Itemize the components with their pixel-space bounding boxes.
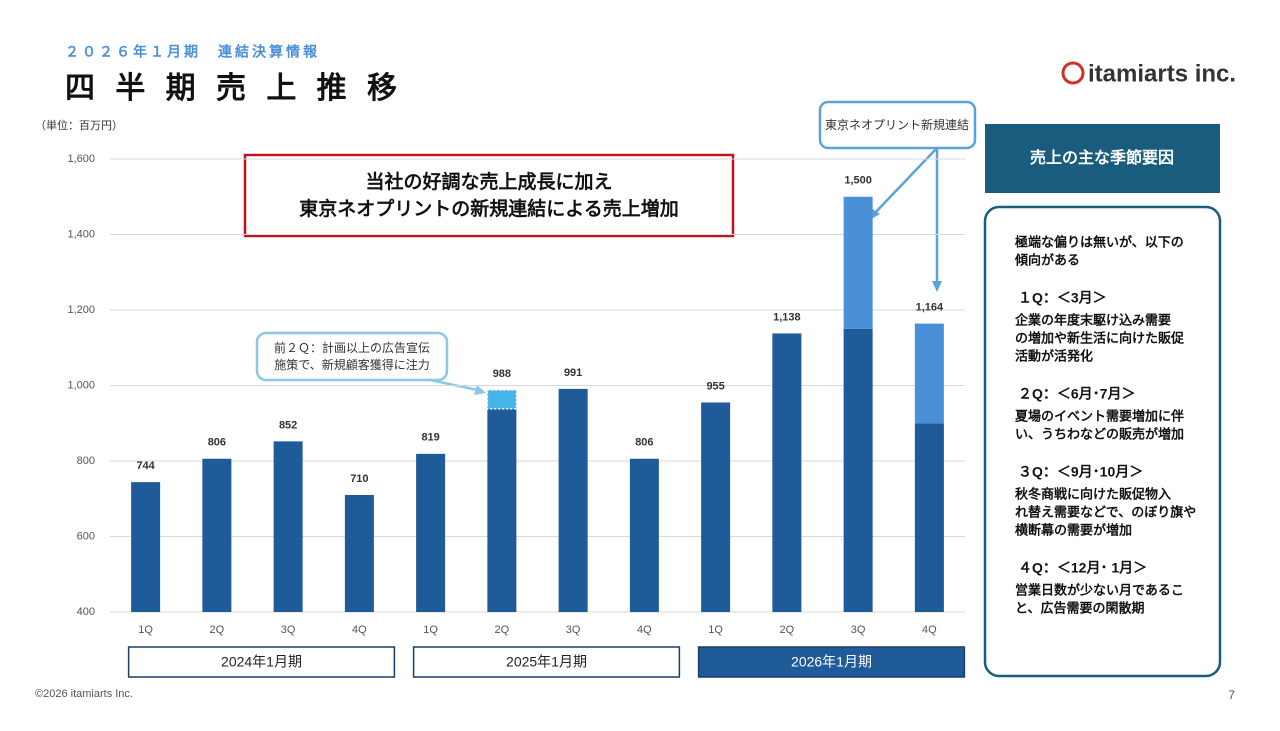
panel-heading-box [985,124,1220,193]
season-title: ４Q：＜12月･ 1月＞ [1018,560,1147,576]
period-box [412,646,681,678]
season-text: 夏場のイベント需要増加に伴 [1014,408,1184,423]
x-tick-label: 2Q [210,624,225,636]
y-tick-label: 1,600 [67,153,95,165]
callout: 前２Ｑ：計画以上の広告宣伝 [274,340,430,355]
callout: 施策で、新規顧客獲得に注力 [274,357,430,372]
y-tick-label: 600 [77,530,95,542]
total-label: 991 [564,367,582,379]
total-label: 988 [493,368,511,380]
period-label: 2024年1月期 [221,654,302,670]
season-text: 活動が活発化 [1015,348,1093,363]
total-label: 955 [706,380,724,392]
subtitle: ２０２６年１月期 連結決算情報 [65,44,320,60]
bar-segment [487,408,517,612]
arrow-head [474,385,486,395]
season-text: と、広告需要の閑散期 [1015,600,1144,615]
callout: 東京ネオプリント新規連結 [825,117,969,132]
title: 四 半 期 売 上 推 移 [65,72,403,105]
period-box [127,646,396,678]
page-number: 7 [1228,688,1235,702]
season-title: １Q：＜3月＞ [1018,290,1107,306]
copyright: ©2026 itamiarts Inc. [35,688,133,700]
y-tick-label: 1,000 [67,379,95,391]
x-tick-label: 1Q [423,624,438,636]
bar-segment [273,441,303,612]
x-tick-label: 2Q [495,624,510,636]
x-tick-label: 4Q [922,624,937,636]
bar-segment [629,458,659,612]
x-tick-label: 3Q [281,624,296,636]
headline: 当社の好調な売上成長に加え [365,170,612,193]
total-label: 1,138 [773,311,801,323]
x-tick-label: 1Q [138,624,153,636]
x-tick-label: 3Q [566,624,581,636]
total-label: 1,500 [844,175,872,187]
panel-box [983,205,1222,678]
bar-segment [344,494,374,612]
y-tick-label: 1,200 [67,304,95,316]
bar-segment [486,389,518,410]
total-label: 852 [279,419,297,431]
bar-segment [416,453,446,612]
bar-segment [131,482,161,612]
total-label: 710 [350,473,368,485]
x-tick-label: 2Q [780,624,795,636]
logo-icon [1061,61,1085,85]
total-label: 806 [635,437,653,449]
bar-segment [843,328,873,612]
bar-segment [914,423,944,612]
total-label: 819 [421,432,439,444]
callout-box [818,100,977,150]
headline: 東京ネオプリントの新規連結による売上増加 [299,197,678,220]
season-text: 極端な偏りは無いが、以下の [1014,234,1184,249]
x-tick-label: 4Q [352,624,367,636]
season-text: 傾向がある [1014,252,1080,267]
arrow-head [932,281,942,292]
bar-segment [772,333,802,612]
bar-segment [914,323,944,424]
y-tick-label: 1,400 [67,228,95,240]
period-label: 2026年1月期 [791,654,872,670]
total-label: 806 [208,437,226,449]
arrow [871,147,938,217]
total-label: 1,164 [916,301,944,313]
logo: itamiarts inc. [1088,60,1236,87]
bar-segment [701,402,731,612]
x-tick-label: 3Q [851,624,866,636]
headline-box [243,153,735,238]
period-box [697,646,966,678]
season-text: 秋冬商戦に向けた販促物入 [1015,486,1171,501]
bar-segment [558,388,588,612]
season-text: れ替え需要などで、のぼり旗や [1015,504,1196,519]
callout-box [255,331,449,382]
season-title: ３Q：＜9月･10月＞ [1018,464,1143,480]
season-text: の増加や新生活に向けた販促 [1015,330,1185,345]
bar-segment [843,196,873,329]
panel-heading: 売上の主な季節要因 [1030,148,1174,167]
unit-label: （単位：百万円） [35,118,123,132]
season-title: ２Q：＜6月･7月＞ [1018,386,1135,402]
season-text: 営業日数が少ない月であるこ [1015,582,1184,597]
period-label: 2025年1月期 [506,654,587,670]
total-label: 744 [136,460,155,472]
x-tick-label: 4Q [637,624,652,636]
y-tick-label: 800 [77,455,95,467]
bar-segment [202,458,232,612]
season-text: 横断幕の需要が増加 [1015,522,1132,537]
season-text: い、うちわなどの販売が増加 [1015,426,1184,441]
y-tick-label: 400 [77,606,95,618]
season-text: 企業の年度末駆け込み需要 [1014,312,1171,327]
x-tick-label: 1Q [708,624,723,636]
